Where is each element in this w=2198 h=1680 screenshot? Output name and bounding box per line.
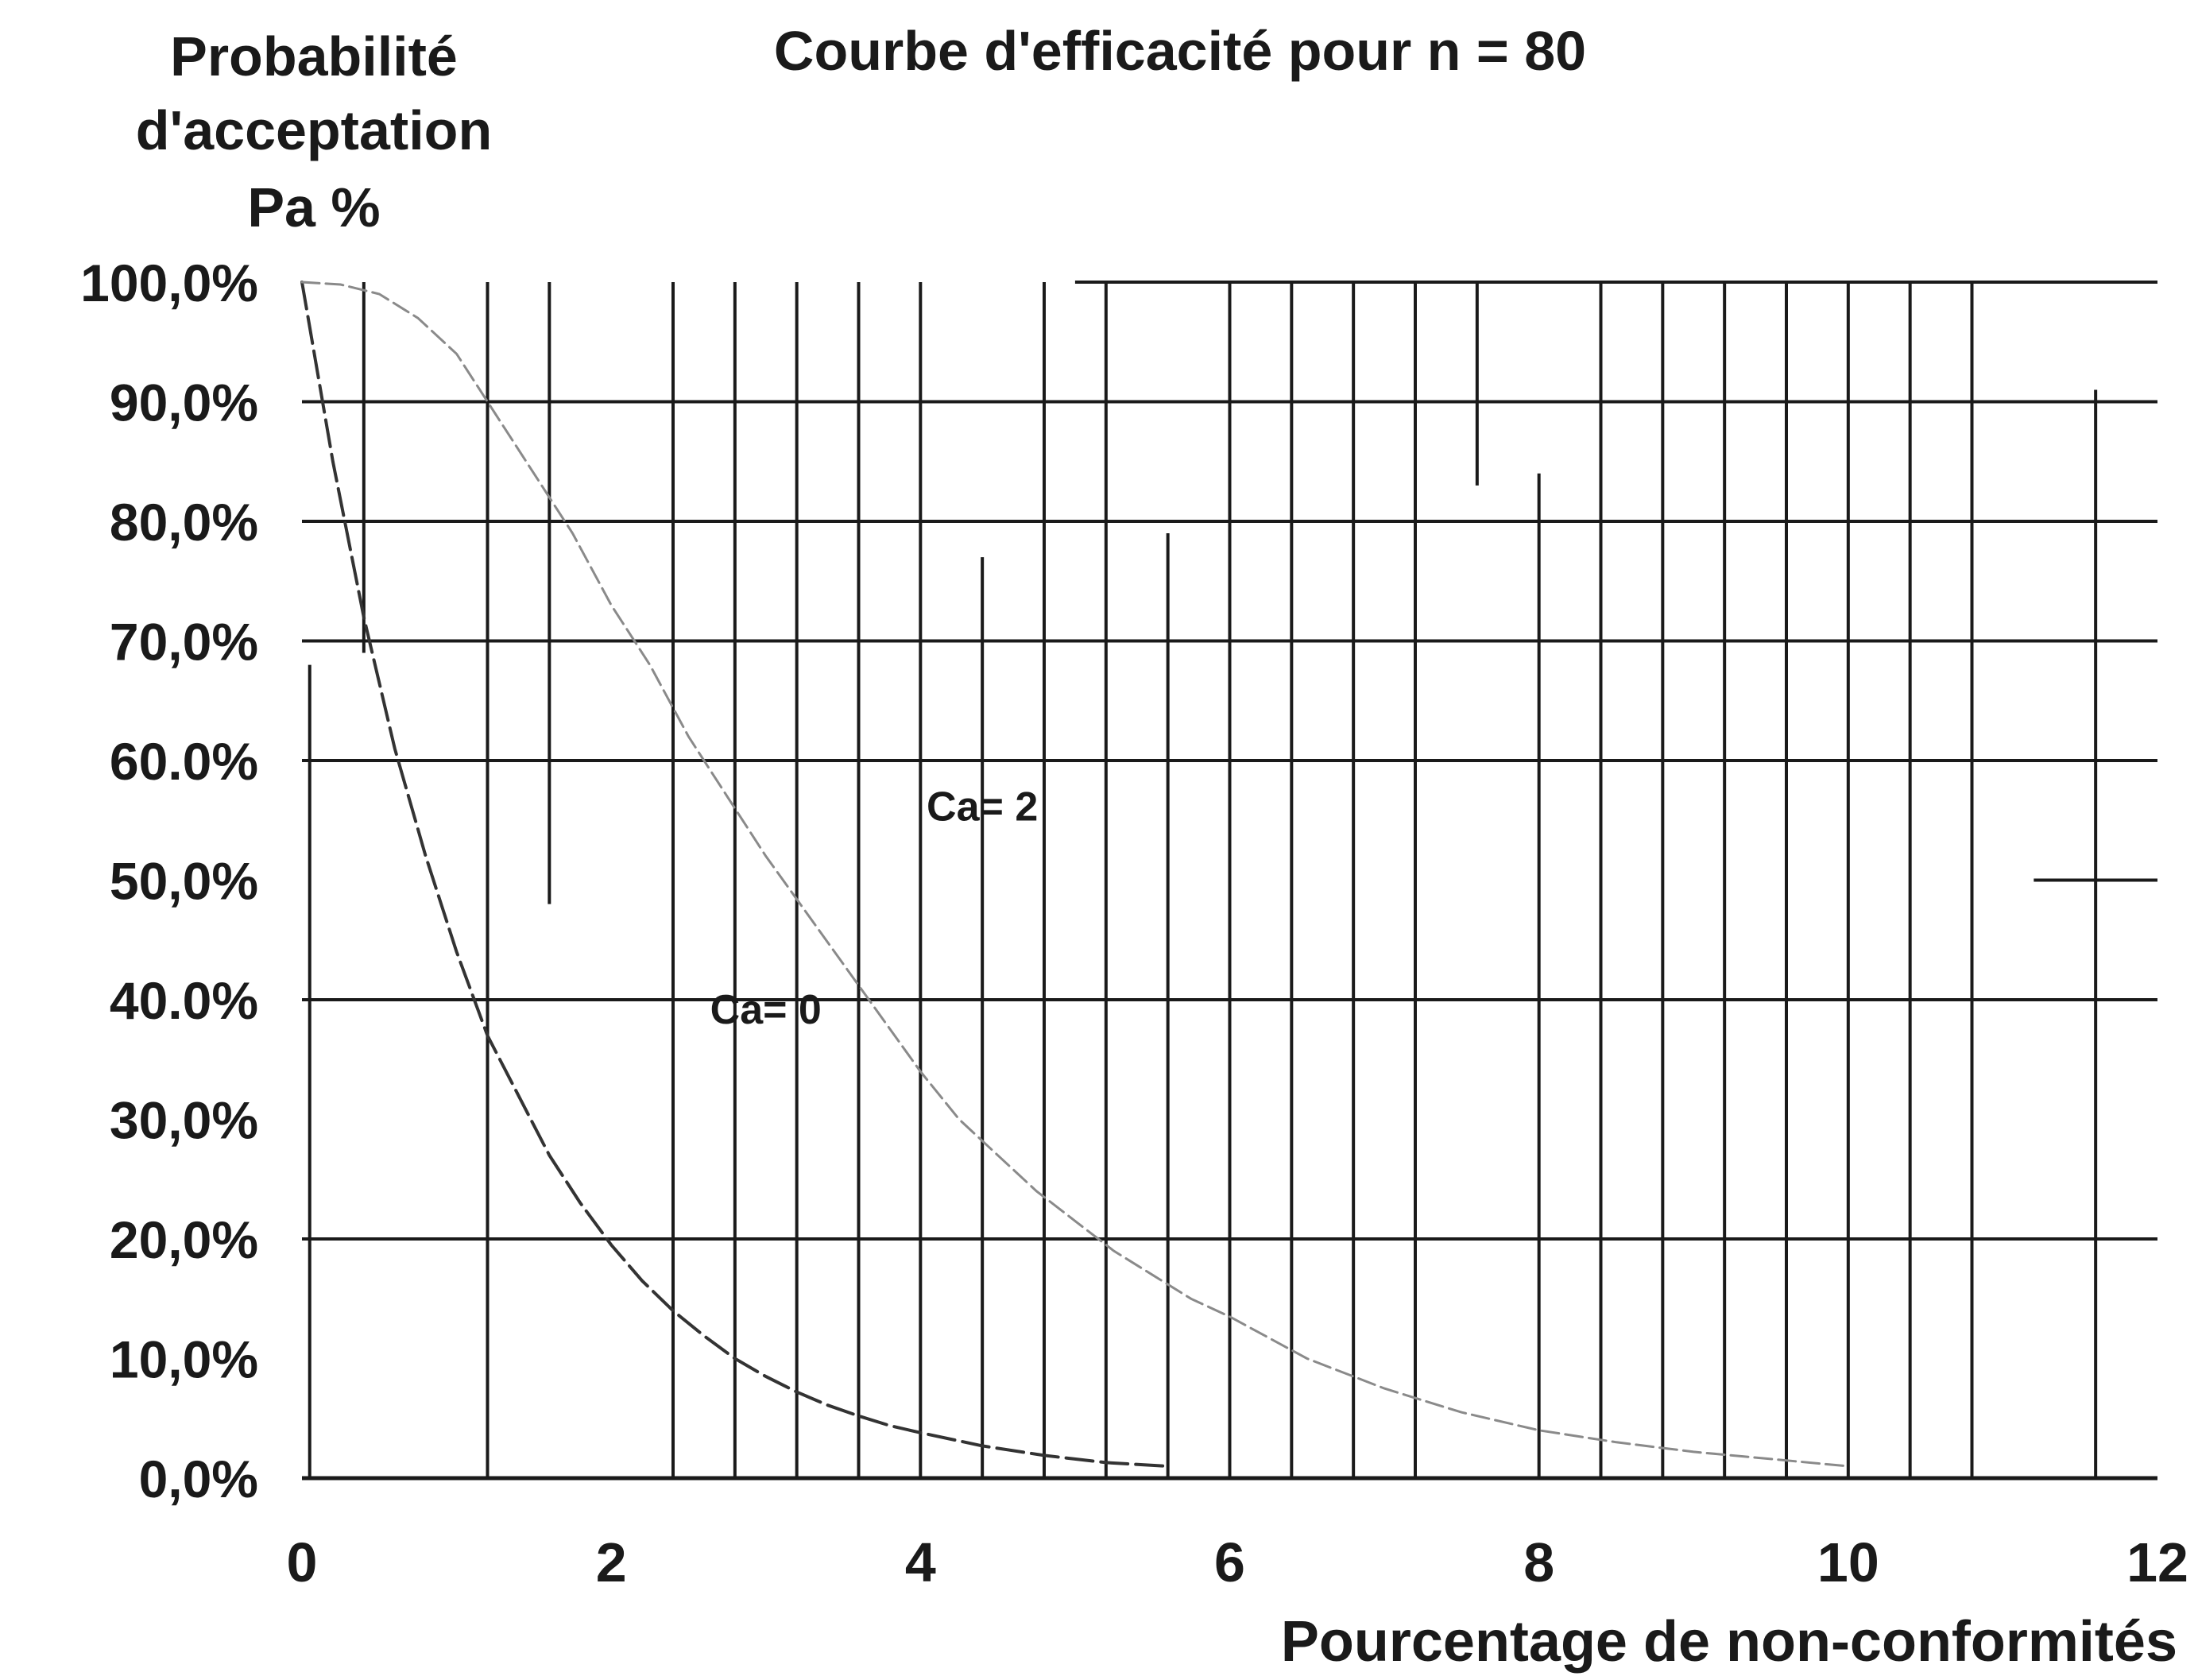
y-tick-label: 0,0%: [139, 1450, 258, 1508]
y-axis-label-line-3: Pa %: [247, 176, 380, 238]
y-tick-label: 50,0%: [110, 852, 258, 911]
series-annotations: Ca= 2 Ca= 0: [710, 784, 1039, 1033]
x-tick-label: 2: [596, 1531, 627, 1593]
series-annotation: Ca= 2: [927, 784, 1038, 830]
series-line-ca-2: [300, 281, 1850, 1468]
series-line-ca-0: [300, 281, 1170, 1468]
x-tick-label: 10: [1817, 1531, 1879, 1593]
y-tick-label: 90,0%: [110, 374, 258, 432]
x-axis-label: Pourcentage de non-conformités: [1281, 1610, 2177, 1674]
y-tick-label: 70,0%: [110, 613, 258, 672]
x-tick-label: 6: [1214, 1531, 1245, 1593]
chart-title: Courbe d'efficacité pour n = 80: [774, 20, 1586, 82]
y-tick-label: 30,0%: [110, 1091, 258, 1150]
y-tick-labels: 0,0% 10,0% 20,0% 30,0% 40.0% 50,0% 60.0% 70,0% 8…: [80, 254, 258, 1508]
series-lines: [300, 281, 1850, 1468]
series-annotation: Ca= 0: [710, 987, 822, 1033]
x-tick-labels: 0 2 4 6 8 10 12: [287, 1531, 2188, 1593]
y-tick-label: 10,0%: [110, 1330, 258, 1389]
x-tick-label: 12: [2126, 1531, 2188, 1593]
x-tick-label: 0: [287, 1531, 318, 1593]
y-tick-label: 100,0%: [80, 254, 258, 312]
y-tick-label: 60.0%: [110, 732, 258, 791]
gridlines: [302, 281, 2157, 1481]
y-tick-label: 80,0%: [110, 493, 258, 552]
y-tick-label: 40.0%: [110, 971, 258, 1030]
x-tick-label: 4: [905, 1531, 936, 1593]
y-tick-label: 20,0%: [110, 1210, 258, 1269]
y-axis-label-line-1: Probabilité: [170, 25, 458, 87]
y-axis-label-line-2: d'acceptation: [136, 99, 492, 161]
x-tick-label: 8: [1523, 1531, 1554, 1593]
